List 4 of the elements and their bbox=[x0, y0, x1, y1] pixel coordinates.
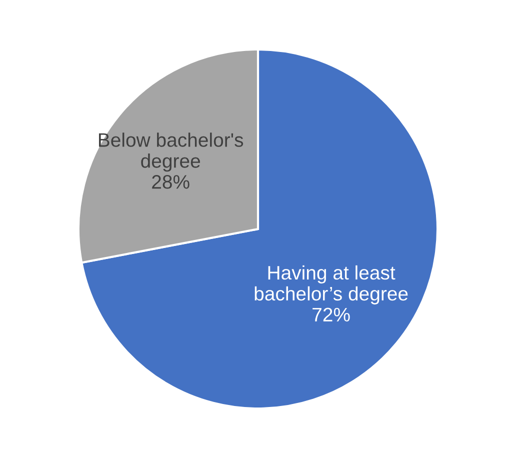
pie-slice bbox=[80, 48, 439, 410]
slice-label: Having at least bachelor’s degree bbox=[254, 265, 408, 304]
data-label: 72% bbox=[312, 308, 350, 322]
data-label: 28% bbox=[152, 175, 190, 189]
